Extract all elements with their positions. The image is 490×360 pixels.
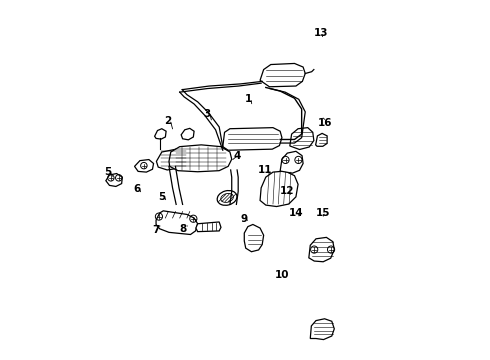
Text: 9: 9 — [241, 214, 248, 224]
Text: 11: 11 — [257, 165, 272, 175]
Text: 14: 14 — [289, 208, 303, 218]
Text: 4: 4 — [233, 150, 241, 161]
Text: 6: 6 — [133, 184, 140, 194]
Text: 5: 5 — [158, 192, 166, 202]
Text: 5: 5 — [104, 167, 112, 177]
Text: 15: 15 — [316, 208, 330, 218]
Polygon shape — [135, 159, 153, 172]
Ellipse shape — [217, 190, 237, 205]
Polygon shape — [260, 171, 298, 207]
Text: 1: 1 — [245, 94, 252, 104]
Ellipse shape — [220, 193, 233, 202]
Text: 2: 2 — [164, 116, 171, 126]
Polygon shape — [290, 128, 314, 149]
Text: 7: 7 — [152, 225, 160, 235]
Polygon shape — [181, 129, 194, 140]
Polygon shape — [245, 225, 264, 252]
Text: 8: 8 — [180, 225, 187, 234]
Polygon shape — [169, 145, 232, 172]
Polygon shape — [280, 151, 303, 173]
Polygon shape — [223, 128, 282, 150]
Text: 16: 16 — [318, 118, 332, 128]
Polygon shape — [196, 222, 221, 231]
Polygon shape — [309, 237, 334, 262]
Polygon shape — [316, 134, 327, 146]
Polygon shape — [310, 319, 334, 339]
Text: 13: 13 — [314, 28, 328, 38]
Text: 12: 12 — [280, 186, 294, 196]
Polygon shape — [156, 149, 189, 170]
Polygon shape — [156, 211, 197, 234]
Polygon shape — [155, 129, 166, 139]
Text: 10: 10 — [274, 270, 289, 280]
Polygon shape — [260, 63, 305, 87]
Text: 3: 3 — [204, 109, 211, 119]
Polygon shape — [106, 174, 122, 186]
